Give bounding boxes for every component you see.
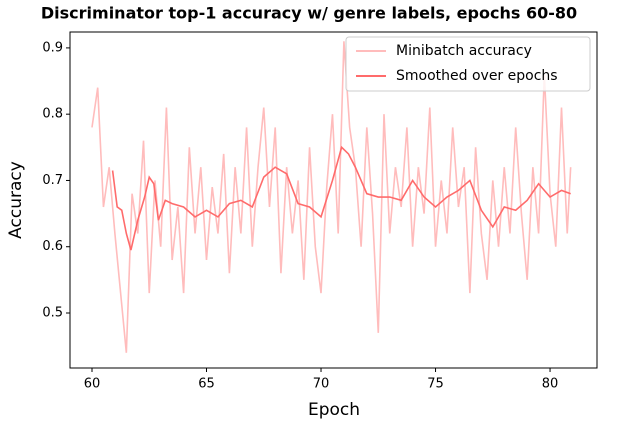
x-tick-label: 65 — [198, 377, 215, 392]
legend-box — [345, 36, 591, 92]
y-tick-label: 0.6 — [42, 239, 63, 254]
legend-label: Minibatch accuracy — [396, 43, 532, 59]
legend-label: Smoothed over epochs — [396, 68, 558, 84]
y-axis-label: Accuracy — [6, 161, 26, 239]
y-tick-label: 0.8 — [42, 107, 63, 122]
series-line — [111, 145, 571, 251]
x-tick-label: 60 — [84, 377, 101, 392]
x-tick-label: 75 — [427, 377, 444, 392]
plot-frame — [69, 31, 598, 369]
y-tick-label: 0.5 — [42, 305, 63, 320]
x-axis-label: Epoch — [308, 400, 360, 420]
x-tick-label: 70 — [313, 377, 330, 392]
y-tick-label: 0.7 — [42, 173, 63, 188]
series-line — [91, 41, 572, 353]
y-tick-label: 0.9 — [42, 40, 63, 55]
x-tick-label: 80 — [542, 377, 559, 392]
chart-title: Discriminator top-1 accuracy w/ genre la… — [41, 4, 577, 23]
